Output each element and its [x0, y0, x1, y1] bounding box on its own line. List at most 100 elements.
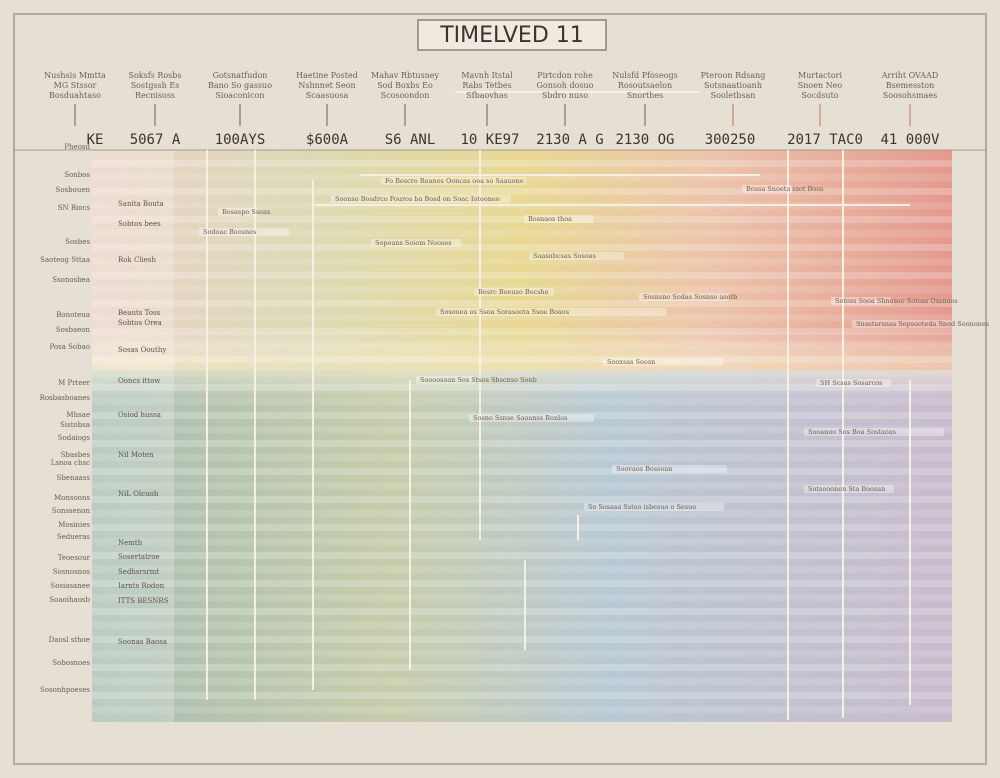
stripe — [92, 398, 952, 405]
event-bar — [436, 308, 666, 316]
stripe — [92, 426, 952, 433]
event-bar — [331, 195, 511, 203]
stripe — [92, 454, 952, 461]
stripe — [92, 174, 952, 181]
column-caption: Bano So gassuo — [208, 81, 272, 90]
band-blend — [92, 330, 952, 400]
stripe — [92, 286, 952, 293]
stripe — [92, 314, 952, 321]
side-label: Soonas Baosa — [118, 638, 167, 646]
stripe — [92, 650, 952, 657]
vertical-lines — [206, 91, 911, 720]
stripe — [92, 664, 952, 671]
side-label: Ooncs ittow — [118, 377, 160, 385]
row-label: Rosbasboanes — [40, 394, 91, 402]
row-label: Sosiasanee — [50, 582, 90, 590]
event-bar — [474, 288, 554, 296]
title: TIMELVED 11 — [439, 23, 584, 48]
column-caption: Scosoondon — [381, 91, 430, 100]
row-label: Sonssenon — [52, 507, 91, 515]
event-label: Soooosoan Sos Stsos Sbscnso Sonb — [420, 376, 537, 384]
row-label: Soaoihaosb — [49, 596, 90, 604]
stripe — [92, 468, 952, 475]
stripe — [92, 300, 952, 307]
column-caption: Mavnh Itstal — [461, 71, 513, 80]
side-column — [92, 150, 174, 722]
column-caption: Murtactori — [798, 71, 842, 80]
row-label: Ssonosbea — [52, 276, 90, 284]
column-caption: Sbdro nuso — [542, 91, 588, 100]
frame — [13, 13, 987, 765]
event-bar — [742, 185, 792, 193]
side-label: Sedhsrsrmt — [118, 568, 159, 576]
lower-band — [92, 370, 952, 722]
column-caption: Sod Boxbs Eo — [377, 81, 433, 90]
stripe — [92, 692, 952, 699]
era-label: KE — [87, 132, 104, 148]
column-caption: Sooletbsan — [711, 91, 756, 100]
stripe — [92, 230, 952, 237]
row-label: Lsnoa chsc — [51, 459, 90, 467]
column-caption: Rosoutsaelon — [618, 81, 672, 90]
event-bar — [469, 414, 594, 422]
column-caption: Sotsnaatioanh — [704, 81, 762, 90]
stripe — [92, 552, 952, 559]
row-label: Monsoons — [54, 494, 90, 502]
column-caption: Snoen Neo — [798, 81, 843, 90]
column-caption: Haetine Posted — [296, 71, 358, 80]
row-label: Sosonhpoeses — [40, 686, 90, 694]
column-caption: Gotsnatfudon — [213, 71, 268, 80]
row-label: Sodaiogs — [58, 434, 91, 442]
event-label: Fo Boscro Reanes Ooncas ooa so Saauone — [385, 177, 524, 185]
column-caption: Sioaconicon — [215, 91, 264, 100]
column-caption: Pteroon Rdsang — [701, 71, 766, 80]
side-label: Nemth — [118, 539, 143, 547]
row-label: Sbenaass — [57, 474, 91, 482]
stripe — [92, 482, 952, 489]
column-caption: Socdsuto — [801, 91, 838, 100]
event-label: Soonso Bosdrco Fouros ba Bosd on Soac Io… — [335, 195, 500, 203]
side-label: Osiod hussa — [118, 411, 161, 419]
stripe — [92, 244, 952, 251]
stripe — [92, 608, 952, 615]
stripe — [92, 412, 952, 419]
row-label: Sosbaeon — [56, 326, 91, 334]
stripe — [92, 258, 952, 265]
event-label: Sooxsas Soosn — [607, 358, 655, 366]
era-label: 10 KE97 — [460, 132, 519, 148]
stripe — [92, 524, 952, 531]
event-bar — [831, 297, 891, 305]
column-caption: Recnisoss — [135, 91, 175, 100]
column-caption: Nushsis Mmtta — [44, 71, 106, 80]
column-caption: Pirtcdon rohe — [537, 71, 593, 80]
event-label: Sosnsno Sodas Sosnso asotb — [643, 293, 737, 301]
event-bar — [804, 428, 944, 436]
stripe — [92, 580, 952, 587]
row-label: Daosl sthoe — [49, 636, 90, 644]
event-bar — [612, 465, 727, 473]
stripe — [92, 496, 952, 503]
event-bar — [524, 215, 594, 223]
event-label: Bosrc Boeuso Bocshe — [478, 288, 549, 296]
column-caption: Nshnnet Seon — [298, 81, 355, 90]
event-label: Bosnaos thoa — [528, 215, 572, 223]
column-caption: Rabs Tetbes — [462, 81, 511, 90]
column-caption: Nulsfd Pfoseogs — [612, 71, 677, 80]
row-label: Saoteog Sttaa — [40, 256, 90, 264]
column-caption: Bosduahtaso — [49, 91, 101, 100]
column-caption: Bsemesston — [886, 81, 934, 90]
row-label: Bonoteua — [56, 311, 90, 319]
era-label: 5067 A — [130, 132, 181, 148]
title-box — [417, 19, 607, 51]
side-label: Sanita Bouta — [118, 200, 164, 208]
row-label: Sobosnoes — [52, 659, 90, 667]
side-label: Sosertatroe — [118, 553, 160, 561]
era-label: S6 ANL — [385, 132, 436, 148]
event-label: Bossa Snoeta ssot Boos — [746, 185, 823, 193]
side-label: Beauts Toss — [118, 309, 161, 317]
stripe — [92, 384, 952, 391]
era-label: 2017 TAC0 — [787, 132, 863, 148]
event-label: Sosno Ssnse Saoanss Ronlos — [473, 414, 567, 422]
row-label: Sistobsa — [60, 421, 90, 429]
side-label: Sobtos Orea — [118, 319, 162, 327]
